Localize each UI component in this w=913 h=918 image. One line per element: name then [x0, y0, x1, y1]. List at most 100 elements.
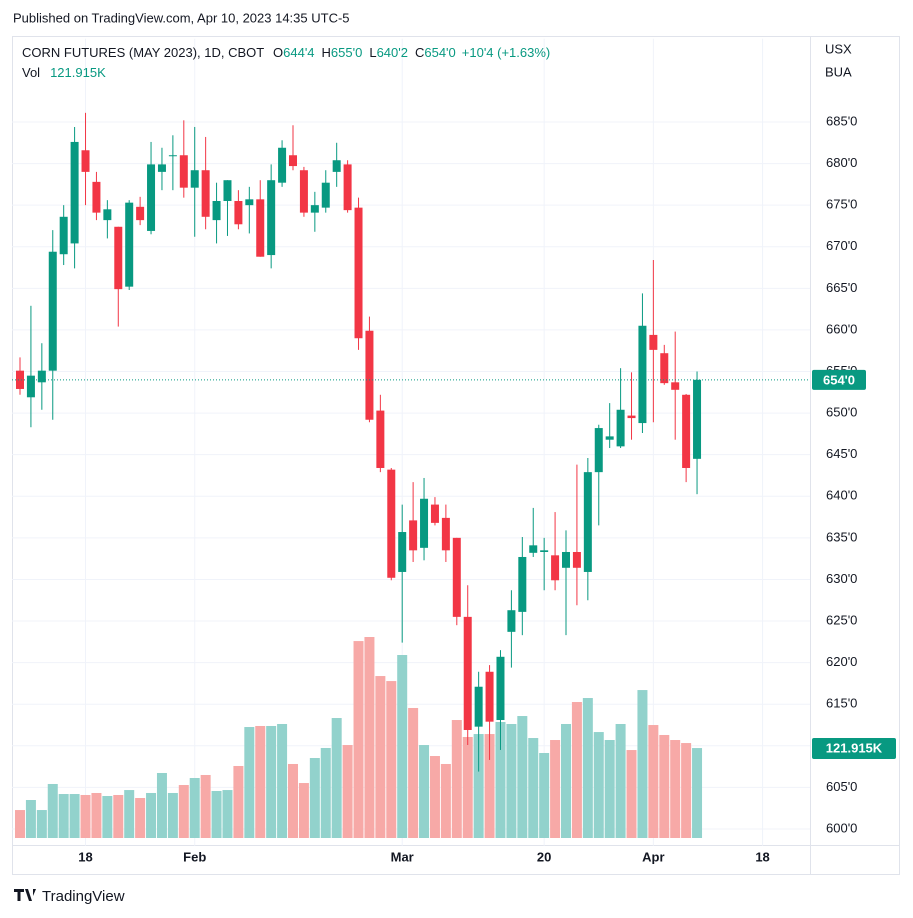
change: +10'4 (+1.63%): [462, 45, 551, 60]
candle-body: [212, 200, 221, 221]
price-tag: 654'0: [823, 372, 855, 387]
y-tick-label: 675'0: [826, 197, 857, 212]
ohlc-value: 655'0: [331, 45, 362, 60]
volume-bar: [681, 743, 692, 838]
volume-bar: [484, 734, 495, 838]
volume-bar: [648, 725, 659, 838]
x-tick-label: Apr: [642, 849, 664, 864]
vol-key: Vol: [22, 65, 40, 80]
volume-tag-bg: [812, 738, 896, 760]
y-tick-label: 620'0: [826, 654, 857, 669]
volume-bar: [637, 690, 648, 838]
candle-body: [125, 202, 134, 287]
candle-body: [157, 164, 166, 172]
y-tick-label: 670'0: [826, 238, 857, 253]
volume-bar: [506, 723, 517, 838]
y-tick-label: 605'0: [826, 779, 857, 794]
candle-body: [147, 164, 156, 231]
legend-header: CORN FUTURES (MAY 2023), 1D, CBOT O644'4 H…: [22, 45, 550, 60]
volume-bar: [375, 676, 386, 838]
candle-body: [59, 216, 68, 255]
candle-body: [92, 181, 101, 213]
volume-bar: [69, 794, 80, 838]
x-tick-label: 20: [537, 849, 551, 864]
volume-bar: [25, 799, 36, 838]
volume-bar: [626, 750, 637, 838]
candle-body: [572, 551, 581, 568]
ohlc-value: 654'0: [424, 45, 455, 60]
ohlc-key: H: [322, 45, 331, 60]
candle-body: [190, 170, 199, 188]
y-tick-label: 625'0: [826, 612, 857, 627]
volume-bar: [233, 765, 244, 838]
candle-body: [168, 155, 177, 157]
candle-body: [179, 155, 188, 188]
volume-bar: [167, 792, 178, 838]
candle-body: [48, 251, 57, 371]
candle-body: [693, 379, 702, 459]
volume-bar: [320, 747, 331, 838]
candle-body: [245, 199, 254, 206]
ohlc-value: 640'2: [377, 45, 408, 60]
volume-bar: [429, 756, 440, 838]
volume-bar: [386, 681, 397, 838]
footer-text: TradingView: [42, 888, 125, 905]
y-tick-label: 615'0: [826, 696, 857, 711]
candle-body: [70, 141, 79, 244]
y-tick-label: 630'0: [826, 571, 857, 586]
volume-bar: [15, 810, 25, 838]
volume-bar: [528, 738, 539, 838]
candle-body: [37, 370, 46, 383]
candle-body: [485, 671, 494, 722]
volume-bar: [593, 732, 604, 838]
candle-body: [627, 415, 636, 419]
x-tick-label: Mar: [391, 849, 414, 864]
volume-bar: [397, 655, 408, 838]
x-tick-label: Feb: [183, 849, 206, 864]
candle-body: [26, 375, 35, 398]
volume-bar: [604, 740, 615, 838]
y-tick-label: 665'0: [826, 280, 857, 295]
volume-bar: [462, 736, 473, 838]
volume-bar: [255, 725, 266, 838]
candle-body: [365, 330, 374, 420]
volume-pane: [15, 637, 703, 838]
volume-bar: [124, 790, 135, 838]
candle-body: [551, 555, 560, 581]
volume-bar: [189, 778, 200, 838]
y-tick-label: 650'0: [826, 405, 857, 420]
candle-body: [234, 200, 243, 225]
volume-bar: [288, 763, 298, 838]
candle-body: [256, 199, 265, 257]
volume-legend: Vol 121.915K: [22, 65, 106, 80]
candle-body: [332, 160, 341, 172]
candle-body: [518, 556, 527, 612]
candle-body: [540, 550, 549, 552]
candle-body: [649, 334, 658, 350]
ohlc-value: 644'4: [283, 45, 314, 60]
volume-bar: [91, 792, 102, 838]
candle-body: [398, 532, 407, 572]
volume-bar: [517, 716, 528, 838]
volume-bar: [277, 723, 288, 838]
candle-body: [682, 394, 691, 468]
y-tick-label: 600'0: [826, 820, 857, 835]
candle-body: [616, 409, 625, 447]
candle-body: [409, 520, 418, 551]
volume-bar: [582, 698, 593, 838]
candle-body: [321, 182, 330, 208]
candle-body: [583, 472, 592, 572]
volume-bar: [331, 718, 342, 838]
volume-bar: [692, 748, 703, 838]
volume-bar: [200, 774, 211, 838]
volume-bar: [36, 810, 47, 838]
candle-body: [420, 498, 429, 548]
volume-bar: [211, 790, 222, 838]
candle-body: [299, 170, 308, 213]
volume-bar: [80, 794, 91, 838]
logo-icon: [14, 889, 36, 901]
candle-body: [507, 610, 516, 632]
volume-bar: [440, 763, 451, 838]
volume-tag: 121.915K: [826, 740, 883, 755]
volume-bar: [615, 723, 626, 838]
